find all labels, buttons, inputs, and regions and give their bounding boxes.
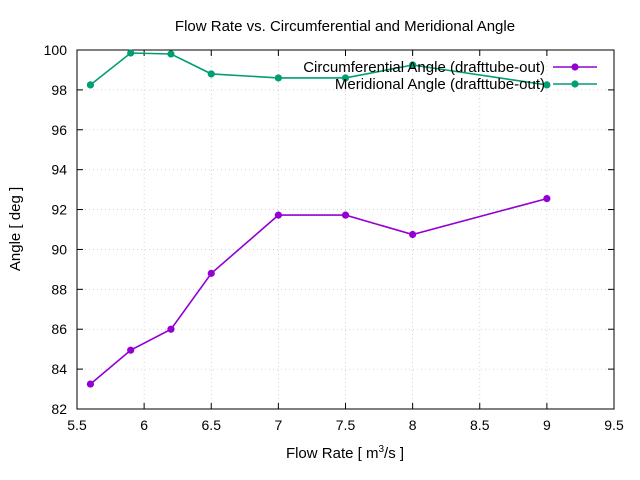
x-tick-label: 8 <box>409 417 417 433</box>
legend-label: Meridional Angle (drafttube-out) <box>335 76 545 93</box>
data-point <box>127 346 135 354</box>
series-2 <box>86 49 551 89</box>
data-point <box>274 74 282 82</box>
series-group <box>86 49 551 388</box>
legend: Circumferential Angle (drafttube-out)Mer… <box>303 59 597 93</box>
x-axis-title-main: Flow Rate [ m <box>286 445 379 462</box>
data-point <box>127 49 135 57</box>
y-tick-label: 96 <box>51 122 67 138</box>
legend-marker <box>571 80 579 88</box>
x-tick-label: 7.5 <box>336 417 356 433</box>
data-point <box>543 194 551 203</box>
series-line <box>89 197 548 385</box>
y-tick-label: 88 <box>51 281 67 297</box>
series-1 <box>86 194 551 388</box>
x-tick-label: 6 <box>140 417 148 433</box>
x-tick-label: 5.5 <box>67 417 87 433</box>
x-tick-label: 7 <box>274 417 282 433</box>
y-axis-title: Angle [ deg ] <box>7 187 24 271</box>
data-point <box>409 61 417 69</box>
grid <box>77 50 614 409</box>
data-point <box>207 269 215 277</box>
y-tick-label: 92 <box>51 202 67 218</box>
x-tick-label: 9.5 <box>604 417 624 433</box>
data-point <box>543 81 551 89</box>
x-tick-label: 6.5 <box>202 417 222 433</box>
data-point <box>341 74 350 82</box>
data-point <box>341 211 350 219</box>
data-point <box>86 81 95 89</box>
y-tick-label: 86 <box>51 321 67 337</box>
y-tick-labels: 82 84 86 88 90 92 94 96 98 100 <box>44 42 68 417</box>
plot-frame <box>76 49 615 410</box>
y-tick-label: 90 <box>51 241 67 257</box>
legend-label: Circumferential Angle (drafttube-out) <box>303 59 545 76</box>
y-tick-label: 100 <box>44 42 68 58</box>
series-line <box>89 52 548 86</box>
data-point <box>86 380 95 388</box>
data-point <box>274 211 282 219</box>
legend-marker <box>571 63 579 71</box>
x-tick-labels: 5.5 6 6.5 7 7.5 8 8.5 9 9.5 <box>67 417 624 433</box>
chart-title: Flow Rate vs. Circumferential and Meridi… <box>175 18 515 35</box>
y-tick-label: 84 <box>51 361 67 377</box>
x-tick-label: 9 <box>543 417 551 433</box>
x-axis-title: Flow Rate [ m3/s ] <box>286 444 404 462</box>
x-axis-title-tail: /s ] <box>384 445 404 462</box>
data-point <box>409 230 417 239</box>
y-tick-label: 94 <box>51 162 67 178</box>
x-tick-label: 8.5 <box>470 417 490 433</box>
data-point <box>207 70 215 78</box>
y-tick-label: 98 <box>51 82 67 98</box>
x-axis-title-superscript: 3 <box>378 444 384 455</box>
y-tick-label: 82 <box>51 401 67 417</box>
data-point <box>167 50 175 58</box>
ticks <box>76 49 615 410</box>
data-point <box>167 325 175 333</box>
